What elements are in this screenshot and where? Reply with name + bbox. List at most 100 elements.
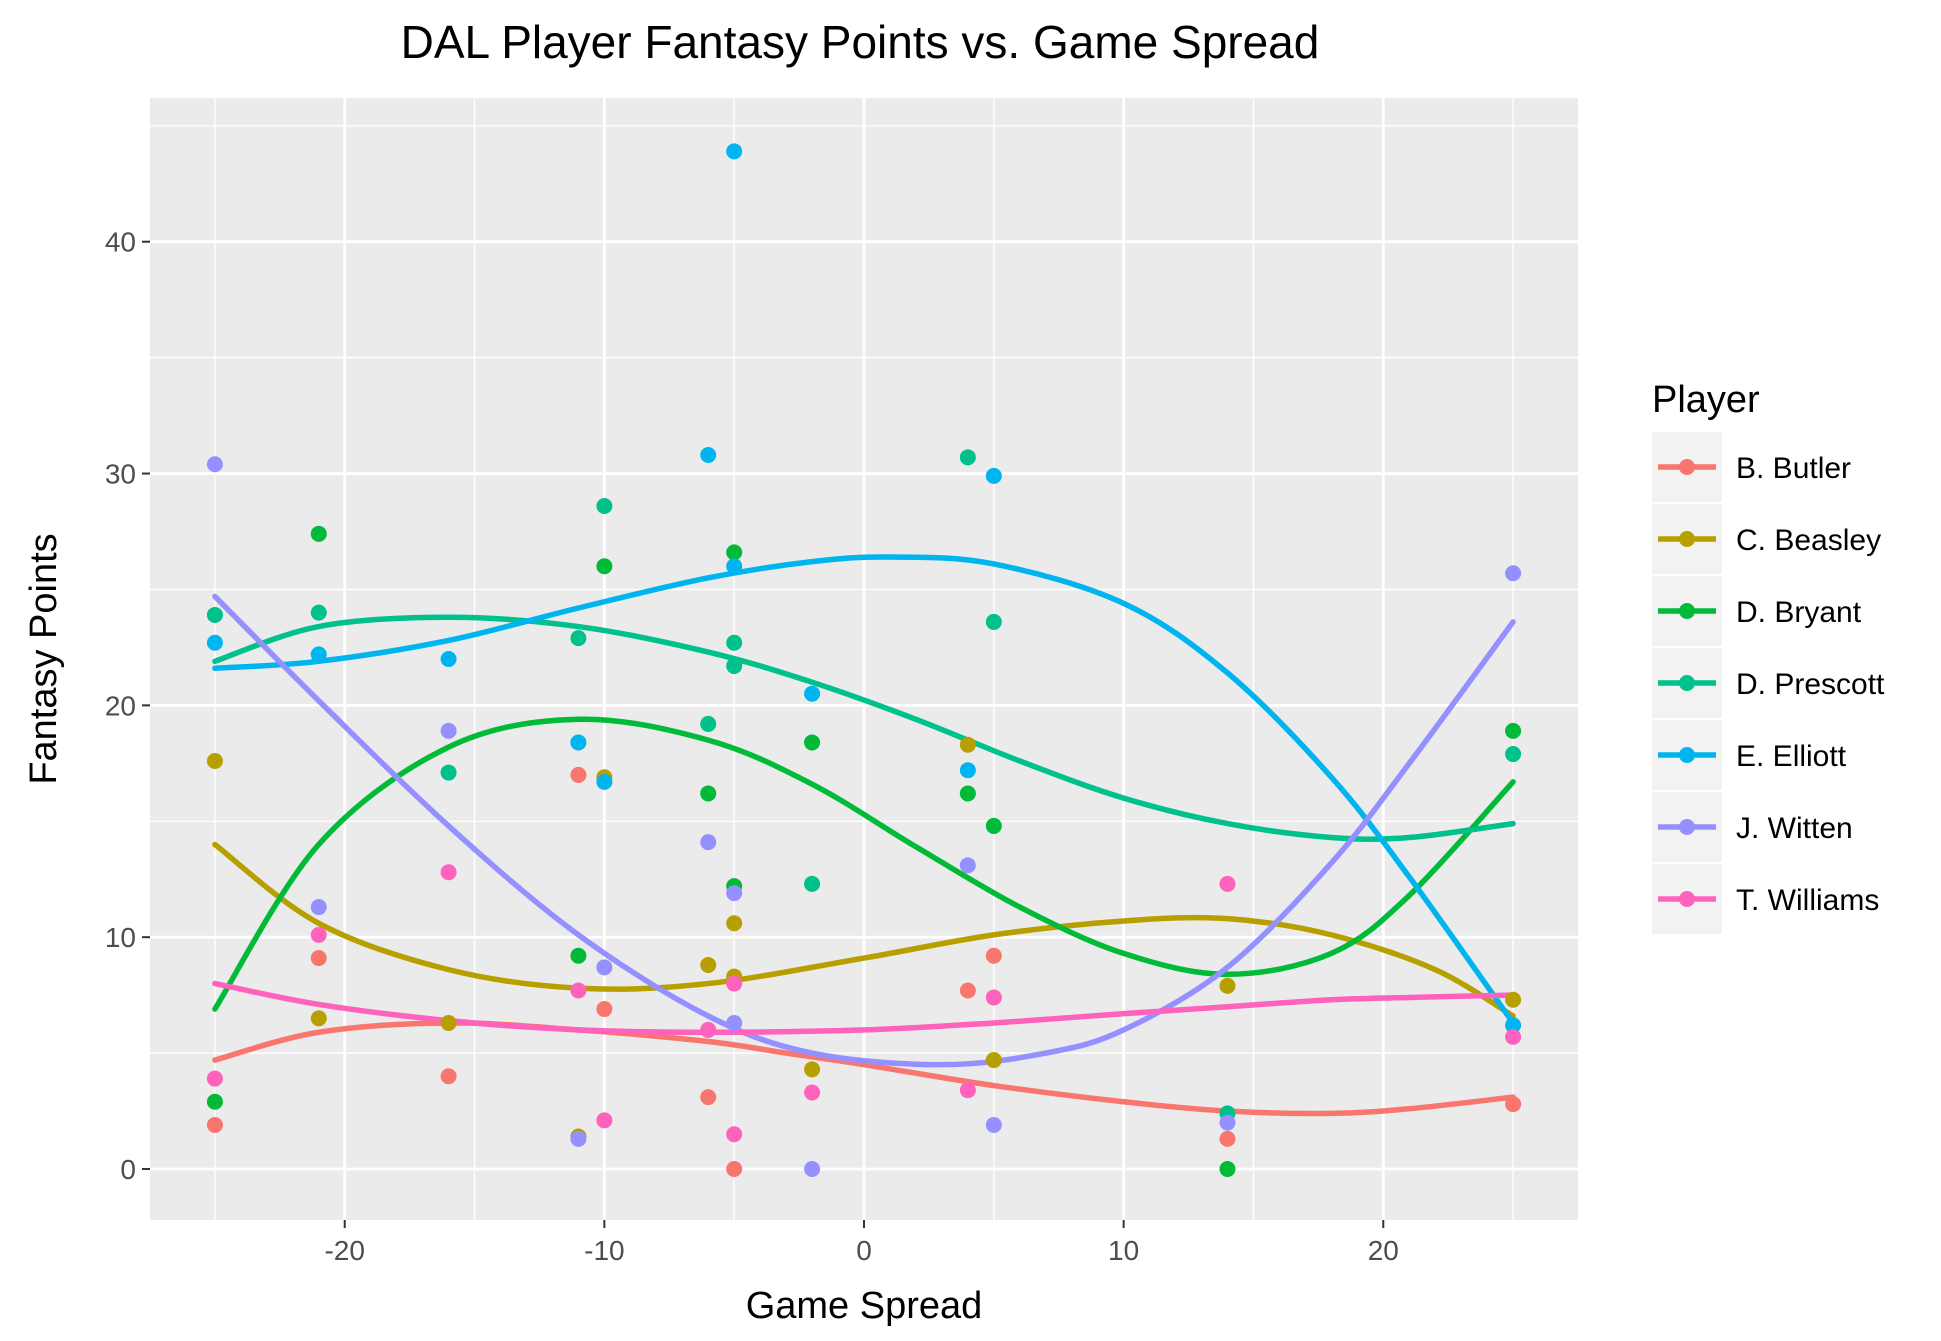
data-point bbox=[206, 1093, 223, 1110]
data-point bbox=[310, 926, 327, 943]
data-point bbox=[570, 734, 587, 751]
data-point bbox=[726, 1014, 743, 1031]
data-point bbox=[1505, 565, 1522, 582]
legend: Player B. Butler C. Beasley D. Bryant D. Pr… bbox=[1652, 379, 1885, 934]
legend-label: B. Butler bbox=[1736, 452, 1851, 485]
legend-items: B. Butler C. Beasley D. Bryant D. Prescott E… bbox=[1652, 432, 1885, 934]
data-point bbox=[440, 722, 457, 739]
x-tick-label: -20 bbox=[324, 1235, 364, 1266]
data-point bbox=[959, 449, 976, 466]
y-tick-label: 10 bbox=[105, 922, 136, 953]
data-point bbox=[804, 1084, 821, 1101]
smooth-line bbox=[212, 716, 1516, 1012]
data-point bbox=[726, 975, 743, 992]
legend-item: B. Butler bbox=[1652, 432, 1851, 502]
data-point bbox=[1505, 1096, 1522, 1113]
data-point bbox=[206, 634, 223, 651]
data-point bbox=[596, 1001, 613, 1018]
data-point bbox=[570, 982, 587, 999]
y-axis-title: Fantasy Points bbox=[23, 533, 65, 784]
data-point bbox=[1505, 746, 1522, 763]
legend-label: T. Williams bbox=[1736, 884, 1879, 917]
legend-item: D. Prescott bbox=[1652, 648, 1885, 718]
smooth-line bbox=[212, 554, 1516, 1026]
data-point bbox=[804, 685, 821, 702]
data-point bbox=[1505, 1017, 1522, 1034]
data-point bbox=[310, 899, 327, 916]
data-point bbox=[959, 857, 976, 874]
data-point bbox=[570, 1130, 587, 1147]
data-point bbox=[310, 1010, 327, 1027]
smooth-line bbox=[212, 593, 1516, 1068]
data-point bbox=[985, 1116, 1002, 1133]
legend-label: D. Bryant bbox=[1736, 596, 1862, 629]
data-point bbox=[206, 1116, 223, 1133]
data-point bbox=[700, 447, 717, 463]
legend-label: J. Witten bbox=[1736, 812, 1853, 845]
legend-key-point bbox=[1679, 675, 1695, 691]
data-point bbox=[985, 989, 1002, 1006]
data-point bbox=[1505, 722, 1522, 739]
data-point bbox=[959, 762, 976, 779]
data-point bbox=[985, 817, 1002, 834]
data-point bbox=[959, 736, 976, 753]
legend-key-point bbox=[1679, 531, 1695, 547]
data-point bbox=[596, 558, 613, 575]
x-axis-title: Game Spread bbox=[746, 1285, 983, 1327]
x-tick-label: 0 bbox=[856, 1235, 872, 1266]
data-point bbox=[985, 947, 1002, 964]
data-point bbox=[804, 1061, 821, 1078]
data-point bbox=[700, 1089, 717, 1106]
legend-key-point bbox=[1679, 819, 1695, 835]
chart-title: DAL Player Fantasy Points vs. Game Sprea… bbox=[401, 16, 1320, 68]
data-point bbox=[959, 1082, 976, 1099]
data-points bbox=[206, 143, 1522, 1177]
data-point bbox=[726, 1126, 743, 1143]
data-point bbox=[959, 982, 976, 999]
smooth-line bbox=[212, 980, 1516, 1035]
data-point bbox=[1505, 991, 1522, 1008]
data-point bbox=[700, 715, 717, 732]
y-tick-label: 0 bbox=[120, 1154, 136, 1185]
data-point bbox=[726, 885, 743, 902]
data-point bbox=[440, 764, 457, 781]
data-point bbox=[726, 657, 743, 674]
y-tick-label: 20 bbox=[105, 690, 136, 721]
data-point bbox=[440, 651, 457, 667]
data-point bbox=[726, 1161, 743, 1177]
data-point bbox=[440, 864, 457, 881]
data-point bbox=[804, 734, 821, 751]
data-point bbox=[206, 606, 223, 623]
data-point bbox=[596, 1112, 613, 1129]
y-axis-ticks: 0 10 20 30 40 bbox=[105, 227, 150, 1185]
data-point bbox=[596, 773, 613, 790]
data-point bbox=[1505, 1028, 1522, 1045]
data-point bbox=[726, 634, 743, 651]
y-tick-label: 30 bbox=[105, 459, 136, 490]
data-point bbox=[804, 1161, 821, 1177]
data-point bbox=[310, 525, 327, 542]
data-point bbox=[440, 1014, 457, 1031]
data-point bbox=[596, 959, 613, 976]
data-point bbox=[804, 875, 821, 892]
data-point bbox=[570, 630, 587, 647]
smooth-lines bbox=[212, 554, 1516, 1117]
data-point bbox=[985, 1052, 1002, 1069]
data-point bbox=[726, 558, 743, 575]
data-point bbox=[310, 950, 327, 967]
data-point bbox=[700, 1021, 717, 1038]
x-tick-label: 20 bbox=[1368, 1235, 1399, 1266]
data-point bbox=[206, 1070, 223, 1087]
data-point bbox=[310, 646, 327, 663]
legend-label: C. Beasley bbox=[1736, 524, 1881, 557]
smooth-line bbox=[212, 614, 1516, 842]
data-point bbox=[700, 834, 717, 851]
legend-label: D. Prescott bbox=[1736, 668, 1885, 701]
legend-item: T. Williams bbox=[1652, 864, 1879, 934]
major-gridlines bbox=[150, 98, 1578, 1220]
legend-label: E. Elliott bbox=[1736, 740, 1847, 773]
x-tick-label: 10 bbox=[1108, 1235, 1139, 1266]
x-axis-ticks: -20 -10 0 10 20 bbox=[324, 1220, 1399, 1266]
